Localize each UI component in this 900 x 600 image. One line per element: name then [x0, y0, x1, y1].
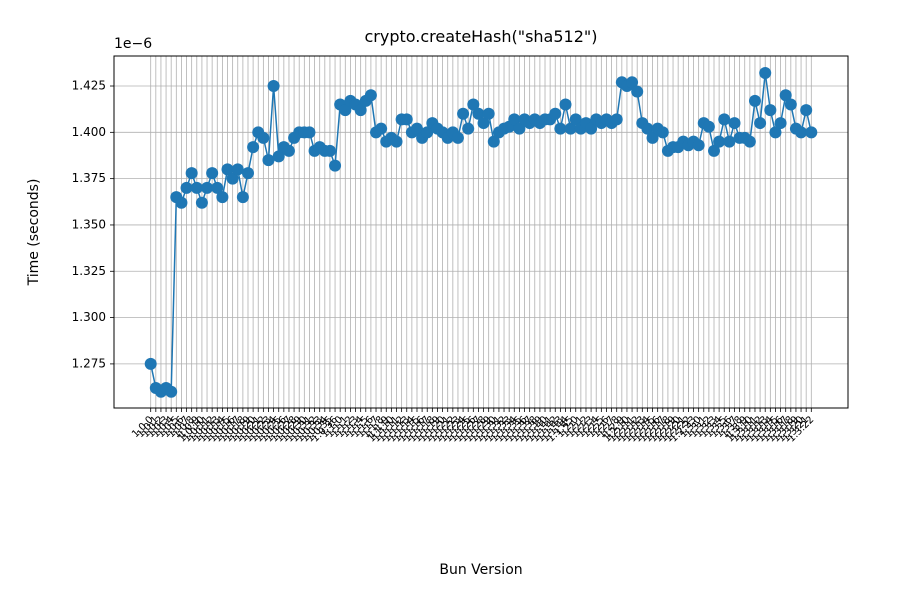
x-axis-label: Bun Version [439, 562, 522, 578]
data-point [754, 117, 767, 130]
data-point [216, 191, 229, 204]
data-point [713, 135, 726, 148]
data-point [451, 131, 464, 144]
marks [144, 67, 818, 398]
data-point [144, 357, 157, 370]
data-point [764, 104, 777, 117]
data-point [631, 85, 644, 98]
data-point [702, 120, 715, 133]
y-offset-label: 1e−6 [114, 36, 152, 52]
data-point [323, 144, 336, 157]
data-point [272, 150, 285, 163]
data-point [641, 122, 654, 135]
data-point [201, 181, 214, 194]
data-point [692, 139, 705, 152]
y-tick-label: 1.325 [72, 264, 106, 278]
data-point [487, 135, 500, 148]
data-point [559, 98, 572, 111]
data-point [231, 163, 244, 176]
grid [114, 56, 848, 408]
y-tick-label: 1.425 [72, 79, 106, 93]
data-point [421, 126, 434, 139]
data-point [795, 126, 808, 139]
data-point [206, 167, 219, 180]
data-point [769, 126, 782, 139]
data-point [257, 131, 270, 144]
data-point [457, 107, 470, 120]
data-point [241, 167, 254, 180]
data-point [195, 196, 208, 209]
data-point [190, 181, 203, 194]
data-point [513, 122, 526, 135]
data-point [236, 191, 249, 204]
data-point [180, 181, 193, 194]
y-tick-label: 1.275 [72, 356, 106, 370]
data-point [329, 159, 342, 172]
data-point [303, 126, 316, 139]
data-point [375, 122, 388, 135]
data-point [472, 107, 485, 120]
data-point [262, 154, 275, 167]
data-point [508, 113, 521, 126]
data-point [759, 67, 772, 80]
data-point [656, 126, 669, 139]
chart-title: crypto.createHash("sha512") [365, 27, 598, 46]
data-point [282, 144, 295, 157]
data-point [477, 117, 490, 130]
data-point [482, 107, 495, 120]
data-point [354, 104, 367, 117]
data-point [247, 141, 260, 154]
data-point [410, 122, 423, 135]
data-point [462, 122, 475, 135]
data-point [774, 117, 787, 130]
data-point [211, 181, 224, 194]
data-point [610, 113, 623, 126]
data-point [165, 385, 178, 398]
labels: 1.2751.3001.3251.3501.3751.4001.4251.0.0… [72, 79, 817, 445]
data-point [718, 113, 731, 126]
data-point [784, 98, 797, 111]
data-point [185, 167, 198, 180]
data-point [748, 94, 761, 107]
data-point [805, 126, 818, 139]
data-point [267, 80, 280, 93]
axes-frame [113, 55, 849, 409]
data-point [723, 135, 736, 148]
data-point [569, 113, 582, 126]
data-point [728, 117, 741, 130]
data-point [390, 135, 403, 148]
data-point [564, 122, 577, 135]
y-tick-label: 1.300 [72, 310, 106, 324]
data-point [585, 122, 598, 135]
data-point [743, 135, 756, 148]
data-point [364, 89, 377, 102]
data-point [226, 172, 239, 185]
data-point [800, 104, 813, 117]
data-point [646, 131, 659, 144]
y-tick-label: 1.400 [72, 125, 106, 139]
data-point [221, 163, 234, 176]
data-point [554, 122, 567, 135]
data-point [549, 107, 562, 120]
data-point [779, 89, 792, 102]
data-point [175, 196, 188, 209]
data-point [400, 113, 413, 126]
data-point [708, 144, 721, 157]
data-point [339, 104, 352, 117]
data-point [626, 76, 639, 89]
y-tick-label: 1.350 [72, 217, 106, 231]
data-point [467, 98, 480, 111]
y-tick-label: 1.375 [72, 171, 106, 185]
y-axis-label: Time (seconds) [26, 179, 42, 287]
